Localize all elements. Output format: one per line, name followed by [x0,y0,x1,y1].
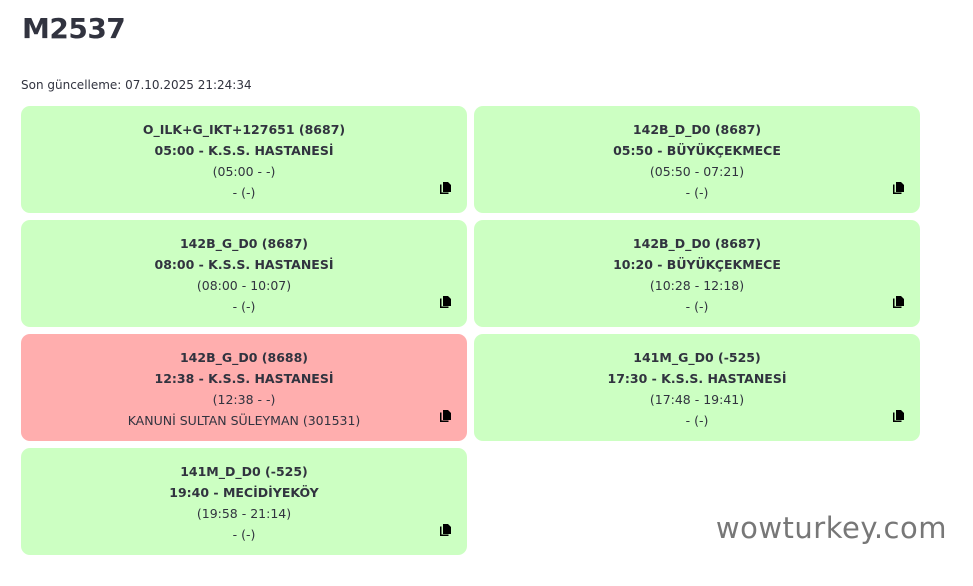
trip-card: 142B_G_D0 (8687) 08:00 - K.S.S. HASTANESİ… [21,220,467,327]
trip-card: 141M_D_D0 (-525) 19:40 - MECİDİYEKÖY (19:5… [21,448,467,555]
trip-route: 142B_G_D0 (8688) [179,350,309,365]
copy-icon[interactable] [439,409,453,423]
trip-departure: 17:30 - K.S.S. HASTANESİ [607,371,787,386]
trip-times: (05:50 - 07:21) [649,164,745,179]
trip-departure: 19:40 - MECİDİYEKÖY [169,485,319,500]
trip-location: - (-) [232,527,256,542]
trip-route: 142B_D_D0 (8687) [632,236,762,251]
trip-card: 141M_G_D0 (-525) 17:30 - K.S.S. HASTANESİ… [474,334,920,441]
trip-departure: 05:00 - K.S.S. HASTANESİ [154,143,334,158]
trip-location: - (-) [685,299,709,314]
trip-grid: O_ILK+G_IKT+127651 (8687) 05:00 - K.S.S. … [21,106,920,555]
copy-icon[interactable] [892,181,906,195]
trip-times: (12:38 - -) [212,392,276,407]
copy-icon[interactable] [439,523,453,537]
trip-card: O_ILK+G_IKT+127651 (8687) 05:00 - K.S.S. … [21,106,467,213]
trip-departure: 05:50 - BÜYÜKÇEKMECE [613,143,781,158]
trip-card: 142B_D_D0 (8687) 05:50 - BÜYÜKÇEKMECE (05:… [474,106,920,213]
trip-times: (08:00 - 10:07) [196,278,292,293]
page-title: M2537 [22,12,126,45]
trip-location: - (-) [232,185,256,200]
copy-icon[interactable] [892,295,906,309]
trip-departure: 10:20 - BÜYÜKÇEKMECE [613,257,781,272]
trip-times: (17:48 - 19:41) [649,392,745,407]
trip-route: O_ILK+G_IKT+127651 (8687) [142,122,346,137]
watermark: wowturkey.com [715,511,947,545]
trip-location: - (-) [685,413,709,428]
last-update-text: Son güncelleme: 07.10.2025 21:24:34 [21,78,252,92]
trip-route: 141M_G_D0 (-525) [633,350,761,365]
copy-icon[interactable] [439,295,453,309]
trip-times: (10:28 - 12:18) [649,278,745,293]
trip-card: 142B_D_D0 (8687) 10:20 - BÜYÜKÇEKMECE (10:… [474,220,920,327]
trip-location: KANUNİ SULTAN SÜLEYMAN (301531) [127,413,361,428]
copy-icon[interactable] [439,181,453,195]
trip-times: (19:58 - 21:14) [196,506,292,521]
trip-departure: 12:38 - K.S.S. HASTANESİ [154,371,334,386]
trip-departure: 08:00 - K.S.S. HASTANESİ [154,257,334,272]
copy-icon[interactable] [892,409,906,423]
trip-card: 142B_G_D0 (8688) 12:38 - K.S.S. HASTANESİ… [21,334,467,441]
trip-route: 141M_D_D0 (-525) [180,464,308,479]
trip-location: - (-) [232,299,256,314]
trip-times: (05:00 - -) [212,164,276,179]
trip-route: 142B_G_D0 (8687) [179,236,309,251]
trip-route: 142B_D_D0 (8687) [632,122,762,137]
trip-location: - (-) [685,185,709,200]
